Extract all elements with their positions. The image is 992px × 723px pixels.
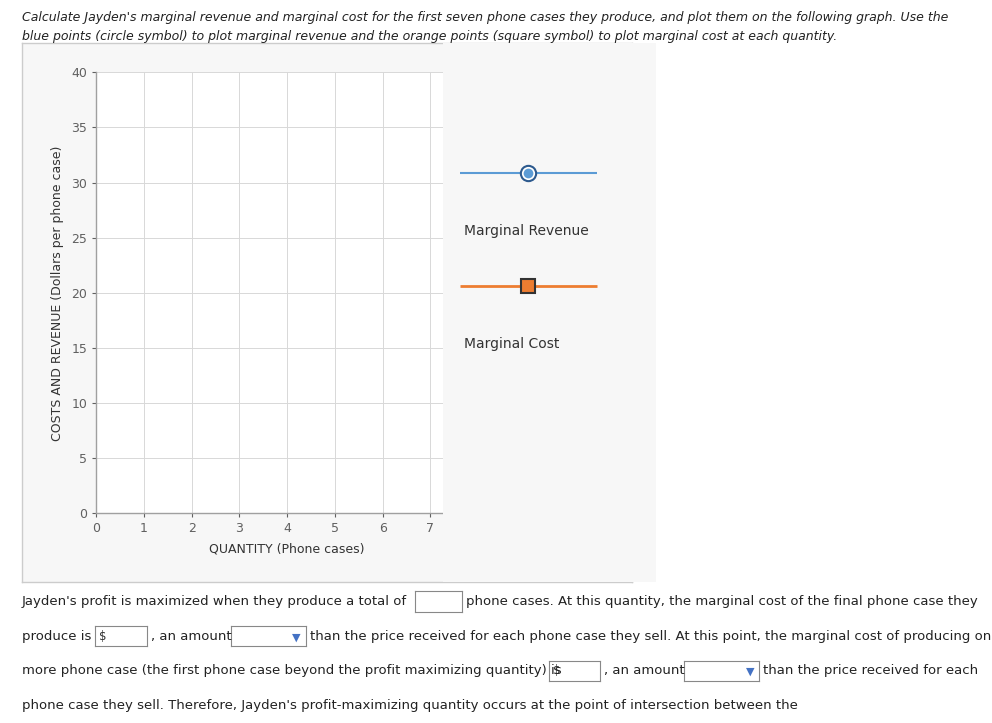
Text: $: $ bbox=[553, 664, 560, 677]
Text: Marginal Cost: Marginal Cost bbox=[464, 337, 559, 351]
Text: , an amount: , an amount bbox=[604, 664, 684, 677]
Text: ▼: ▼ bbox=[746, 667, 754, 677]
Text: phone case they sell. Therefore, Jayden's profit-maximizing quantity occurs at t: phone case they sell. Therefore, Jayden'… bbox=[22, 699, 798, 712]
Text: , an amount: , an amount bbox=[151, 630, 231, 643]
Text: blue points (circle symbol) to plot marginal revenue and the orange points (squa: blue points (circle symbol) to plot marg… bbox=[22, 30, 837, 43]
Text: Jayden's profit is maximized when they produce a total of: Jayden's profit is maximized when they p… bbox=[22, 595, 407, 608]
Text: than the price received for each: than the price received for each bbox=[763, 664, 978, 677]
Text: ▼: ▼ bbox=[293, 632, 301, 642]
Text: ?: ? bbox=[600, 55, 609, 69]
Text: produce is: produce is bbox=[22, 630, 91, 643]
X-axis label: QUANTITY (Phone cases): QUANTITY (Phone cases) bbox=[209, 542, 365, 555]
Text: Calculate Jayden's marginal revenue and marginal cost for the first seven phone : Calculate Jayden's marginal revenue and … bbox=[22, 11, 948, 24]
Text: $: $ bbox=[99, 630, 107, 643]
Y-axis label: COSTS AND REVENUE (Dollars per phone case): COSTS AND REVENUE (Dollars per phone cas… bbox=[52, 145, 64, 440]
Text: more phone case (the first phone case beyond the profit maximizing quantity) is: more phone case (the first phone case be… bbox=[22, 664, 561, 677]
Text: than the price received for each phone case they sell. At this point, the margin: than the price received for each phone c… bbox=[310, 630, 992, 643]
Text: phone cases. At this quantity, the marginal cost of the final phone case they: phone cases. At this quantity, the margi… bbox=[466, 595, 978, 608]
Text: Marginal Revenue: Marginal Revenue bbox=[464, 224, 589, 238]
